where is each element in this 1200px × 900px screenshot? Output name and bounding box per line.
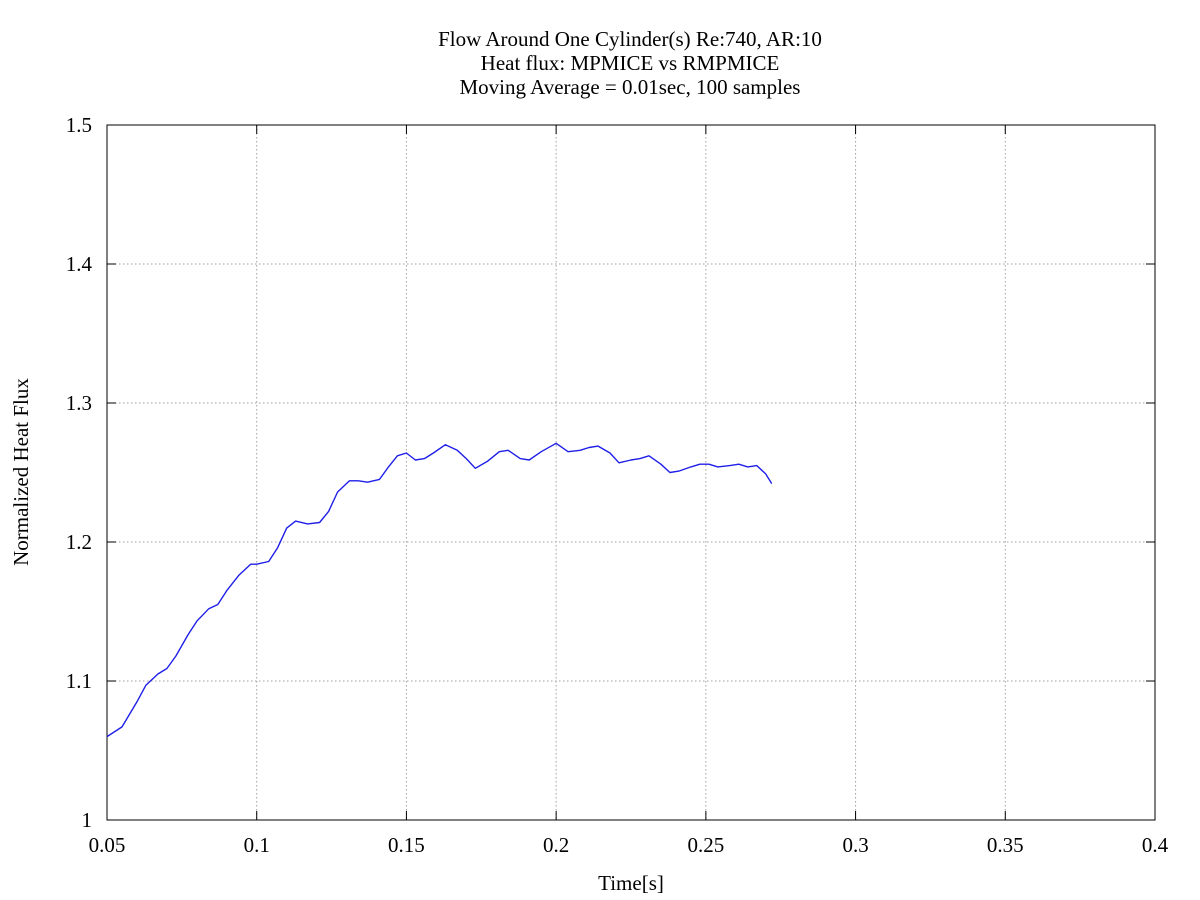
x-tick-label: 0.3	[842, 833, 868, 857]
x-tick-label: 0.15	[388, 833, 425, 857]
x-tick-label: 0.4	[1142, 833, 1169, 857]
chart-title-line-1: Flow Around One Cylinder(s) Re:740, AR:1…	[438, 27, 822, 51]
x-tick-label: 0.05	[89, 833, 126, 857]
x-axis-label: Time[s]	[598, 871, 664, 895]
y-tick-labels: 1 1.1 1.2 1.3 1.4 1.5	[66, 113, 93, 832]
series-line-0	[106, 442, 773, 738]
grid-lines	[107, 125, 1155, 820]
x-tick-label: 0.25	[687, 833, 724, 857]
y-tick-label: 1	[82, 808, 93, 832]
y-tick-label: 1.1	[66, 669, 92, 693]
x-tick-label: 0.2	[543, 833, 569, 857]
x-tick-label: 0.1	[244, 833, 270, 857]
x-tick-label: 0.35	[987, 833, 1024, 857]
y-tick-label: 1.4	[66, 252, 93, 276]
data-series	[106, 442, 773, 738]
chart-title-line-3: Moving Average = 0.01sec, 100 samples	[460, 75, 801, 99]
plot-frame	[106, 124, 1156, 821]
y-axis-label: Normalized Heat Flux	[9, 378, 33, 566]
chart-title-line-2: Heat flux: MPMICE vs RMPMICE	[481, 51, 780, 75]
x-tick-labels: 0.05 0.1 0.15 0.2 0.25 0.3 0.35 0.4	[89, 833, 1169, 857]
y-tick-label: 1.5	[66, 113, 92, 137]
y-tick-label: 1.3	[66, 391, 92, 415]
y-tick-label: 1.2	[66, 530, 92, 554]
chart-title: Flow Around One Cylinder(s) Re:740, AR:1…	[438, 27, 822, 99]
